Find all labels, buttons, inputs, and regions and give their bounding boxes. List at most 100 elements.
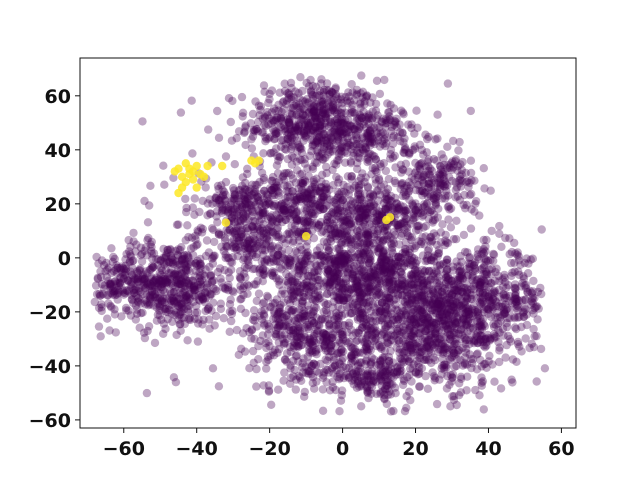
data-point (298, 96, 308, 105)
data-point (167, 309, 176, 319)
data-point (171, 272, 180, 282)
data-point (190, 286, 199, 295)
data-point (326, 107, 335, 117)
data-point (174, 220, 183, 229)
data-point (234, 127, 244, 136)
data-point (154, 279, 163, 288)
data-point (175, 260, 184, 269)
data-point (169, 271, 178, 280)
data-point (115, 263, 125, 273)
data-point (182, 262, 191, 271)
data-point (146, 274, 155, 283)
data-point (182, 266, 191, 275)
data-point (113, 263, 123, 272)
data-point (163, 245, 172, 255)
data-point (160, 180, 169, 189)
data-point (150, 277, 159, 286)
data-point (361, 123, 371, 132)
data-point (102, 258, 111, 268)
data-point (108, 290, 118, 299)
data-point (285, 118, 294, 127)
data-point (182, 250, 192, 260)
data-point (146, 294, 155, 304)
data-point (135, 295, 144, 304)
data-point (373, 247, 383, 256)
data-point (224, 280, 233, 290)
data-point (363, 153, 373, 162)
data-point (286, 361, 295, 370)
data-point (194, 260, 203, 270)
data-point (287, 133, 297, 143)
data-point (273, 183, 282, 192)
data-point (195, 277, 205, 287)
data-point (162, 280, 171, 289)
data-point (196, 254, 205, 264)
data-point (390, 119, 400, 128)
data-point (368, 164, 377, 173)
data-point (348, 100, 357, 110)
data-point (310, 112, 320, 121)
data-point (288, 140, 298, 149)
data-point (203, 305, 213, 314)
data-point (370, 139, 379, 149)
data-point (330, 125, 339, 135)
data-point (312, 108, 321, 117)
data-point (402, 403, 411, 412)
data-point (454, 146, 463, 155)
data-point (147, 237, 156, 247)
data-point (312, 152, 321, 161)
data-point (184, 253, 193, 262)
data-point (267, 86, 277, 95)
data-point (120, 270, 129, 280)
data-point (268, 125, 278, 134)
data-point (155, 277, 164, 286)
data-point (319, 85, 329, 95)
data-point (312, 136, 322, 145)
data-point (332, 114, 342, 124)
data-point (172, 297, 181, 307)
data-point (212, 286, 221, 296)
data-point (520, 303, 529, 312)
data-point (163, 314, 172, 324)
data-point (337, 338, 346, 348)
data-point (153, 287, 162, 297)
data-point (159, 272, 168, 281)
data-point (530, 332, 539, 341)
data-point (277, 116, 287, 126)
data-point (363, 137, 373, 146)
data-point (437, 150, 446, 159)
data-point (384, 108, 393, 117)
data-point (267, 108, 276, 117)
data-point (378, 136, 387, 146)
data-point (156, 280, 166, 290)
data-point (180, 319, 189, 329)
data-point (274, 277, 283, 286)
data-point (209, 276, 218, 285)
data-point (353, 164, 362, 174)
data-point (311, 129, 320, 138)
data-point (298, 110, 307, 119)
data-point (279, 113, 288, 122)
data-point (364, 133, 373, 143)
data-point (319, 130, 328, 140)
data-point (163, 276, 172, 285)
data-point (324, 98, 333, 107)
data-point (319, 100, 328, 109)
data-point (376, 182, 386, 191)
data-point (309, 102, 318, 111)
data-point (127, 291, 136, 300)
data-point (294, 120, 304, 129)
data-point (407, 120, 416, 129)
data-point (318, 406, 328, 415)
data-point (393, 133, 402, 142)
data-point (278, 135, 288, 145)
data-point (376, 129, 385, 138)
data-point (177, 269, 187, 278)
data-point (173, 280, 183, 289)
data-point (284, 117, 293, 127)
data-point (321, 113, 331, 123)
data-point (172, 330, 181, 340)
data-point (399, 110, 408, 119)
data-point (284, 129, 293, 138)
data-point (163, 248, 172, 257)
